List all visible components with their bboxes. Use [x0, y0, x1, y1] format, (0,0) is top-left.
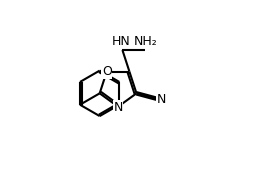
Text: NH₂: NH₂: [134, 35, 158, 48]
Text: N: N: [114, 101, 123, 114]
Text: HN: HN: [112, 35, 131, 48]
Text: O: O: [102, 65, 112, 78]
Text: N: N: [157, 93, 166, 106]
